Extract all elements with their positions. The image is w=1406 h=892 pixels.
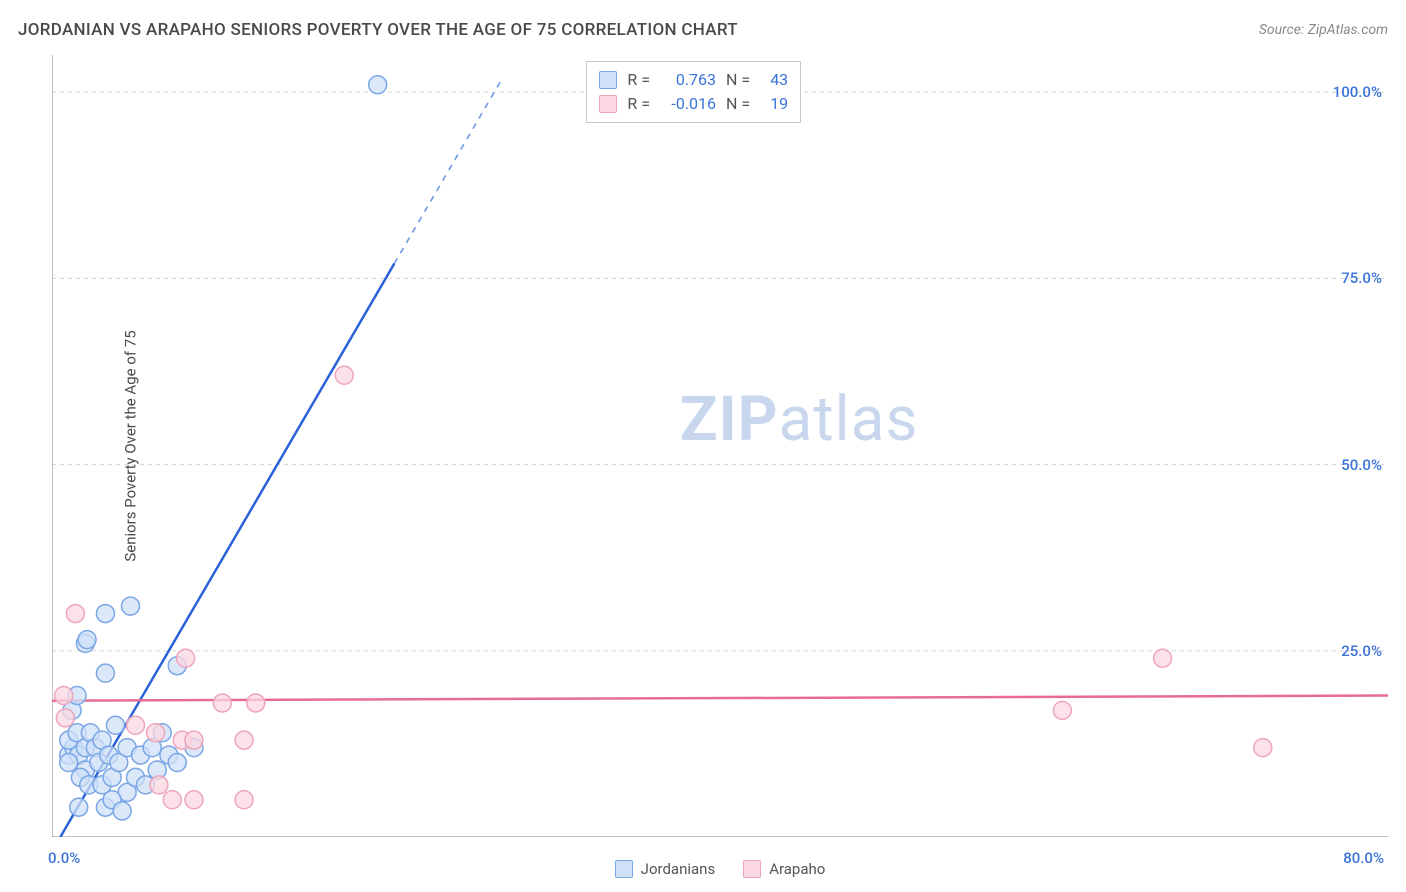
legend-label: Arapaho — [769, 860, 825, 878]
n-label: N = — [726, 68, 750, 92]
r-label: R = — [627, 92, 650, 116]
chart-title: JORDANIAN VS ARAPAHO SENIORS POVERTY OVE… — [18, 20, 738, 40]
y-tick-label: 100.0% — [1333, 83, 1382, 101]
legend-row-arapaho: R = -0.016 N = 19 — [599, 92, 788, 116]
y-tick-label: 75.0% — [1341, 269, 1382, 287]
y-tick-label: 25.0% — [1341, 642, 1382, 660]
series-legend: Jordanians Arapaho — [52, 860, 1388, 878]
header-row: JORDANIAN VS ARAPAHO SENIORS POVERTY OVE… — [18, 20, 1388, 40]
n-label: N = — [726, 92, 750, 116]
legend-swatch-icon — [599, 95, 617, 113]
r-label: R = — [627, 68, 650, 92]
y-tick-label: 50.0% — [1341, 456, 1382, 474]
legend-label: Jordanians — [641, 860, 716, 878]
source-label: Source: ZipAtlas.com — [1259, 22, 1388, 38]
legend-item-jordanians: Jordanians — [615, 860, 716, 878]
n-value: 19 — [760, 92, 788, 116]
legend-swatch-icon — [743, 860, 761, 878]
n-value: 43 — [760, 68, 788, 92]
legend-item-arapaho: Arapaho — [743, 860, 825, 878]
legend-row-jordanians: R = 0.763 N = 43 — [599, 68, 788, 92]
chart-area: ZIPatlas R = 0.763 N = 43 R = -0.016 N =… — [52, 55, 1388, 837]
scatter-plot — [52, 55, 1388, 837]
r-value: 0.763 — [660, 68, 716, 92]
legend-swatch-icon — [599, 71, 617, 89]
r-value: -0.016 — [660, 92, 716, 116]
correlation-legend: R = 0.763 N = 43 R = -0.016 N = 19 — [586, 61, 801, 123]
legend-swatch-icon — [615, 860, 633, 878]
